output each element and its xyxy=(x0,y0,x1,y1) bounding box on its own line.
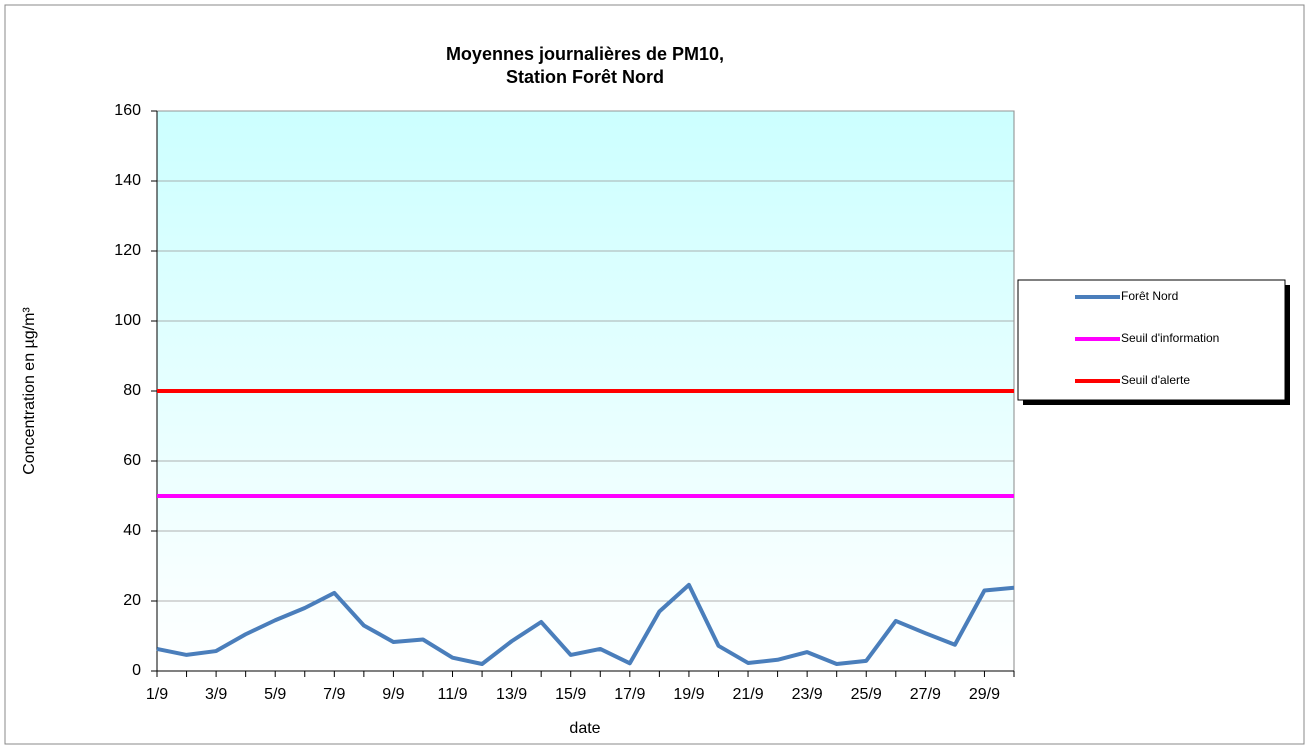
x-tick-label: 1/9 xyxy=(146,686,168,703)
x-tick-label: 23/9 xyxy=(792,686,823,703)
x-tick-label: 11/9 xyxy=(438,686,468,703)
y-axis-title: Concentration en µg/m³ xyxy=(21,307,38,475)
x-tick-label: 3/9 xyxy=(205,686,227,703)
legend xyxy=(1017,279,1286,401)
x-tick-label: 21/9 xyxy=(732,686,763,703)
y-tick-label: 120 xyxy=(114,242,141,259)
x-tick-label: 17/9 xyxy=(614,686,645,703)
x-tick-label: 7/9 xyxy=(323,686,345,703)
x-tick-label: 15/9 xyxy=(555,686,586,703)
x-tick-label: 29/9 xyxy=(969,686,1000,703)
chart-title: Moyennes journalières de PM10, xyxy=(446,44,724,64)
y-tick-label: 80 xyxy=(123,382,141,399)
legend-label: Seuil d'alerte xyxy=(1121,373,1190,387)
y-tick-label: 100 xyxy=(114,312,141,329)
x-tick-label: 13/9 xyxy=(496,686,527,703)
x-tick-label: 5/9 xyxy=(264,686,286,703)
chart-title: Station Forêt Nord xyxy=(506,67,664,87)
x-axis-title: date xyxy=(569,720,600,737)
y-tick-label: 60 xyxy=(123,452,141,469)
y-tick-label: 40 xyxy=(123,522,141,539)
x-tick-label: 9/9 xyxy=(382,686,404,703)
series-line xyxy=(156,582,1015,666)
legend-label: Seuil d'information xyxy=(1121,331,1219,345)
x-tick-label: 19/9 xyxy=(673,686,704,703)
x-tick-label: 25/9 xyxy=(851,686,882,703)
y-tick-label: 0 xyxy=(132,662,141,679)
y-tick-label: 160 xyxy=(114,102,141,119)
x-tick-label: 27/9 xyxy=(910,686,941,703)
legend-label: Forêt Nord xyxy=(1121,289,1178,303)
y-tick-label: 20 xyxy=(123,592,141,609)
y-tick-label: 140 xyxy=(114,172,141,189)
